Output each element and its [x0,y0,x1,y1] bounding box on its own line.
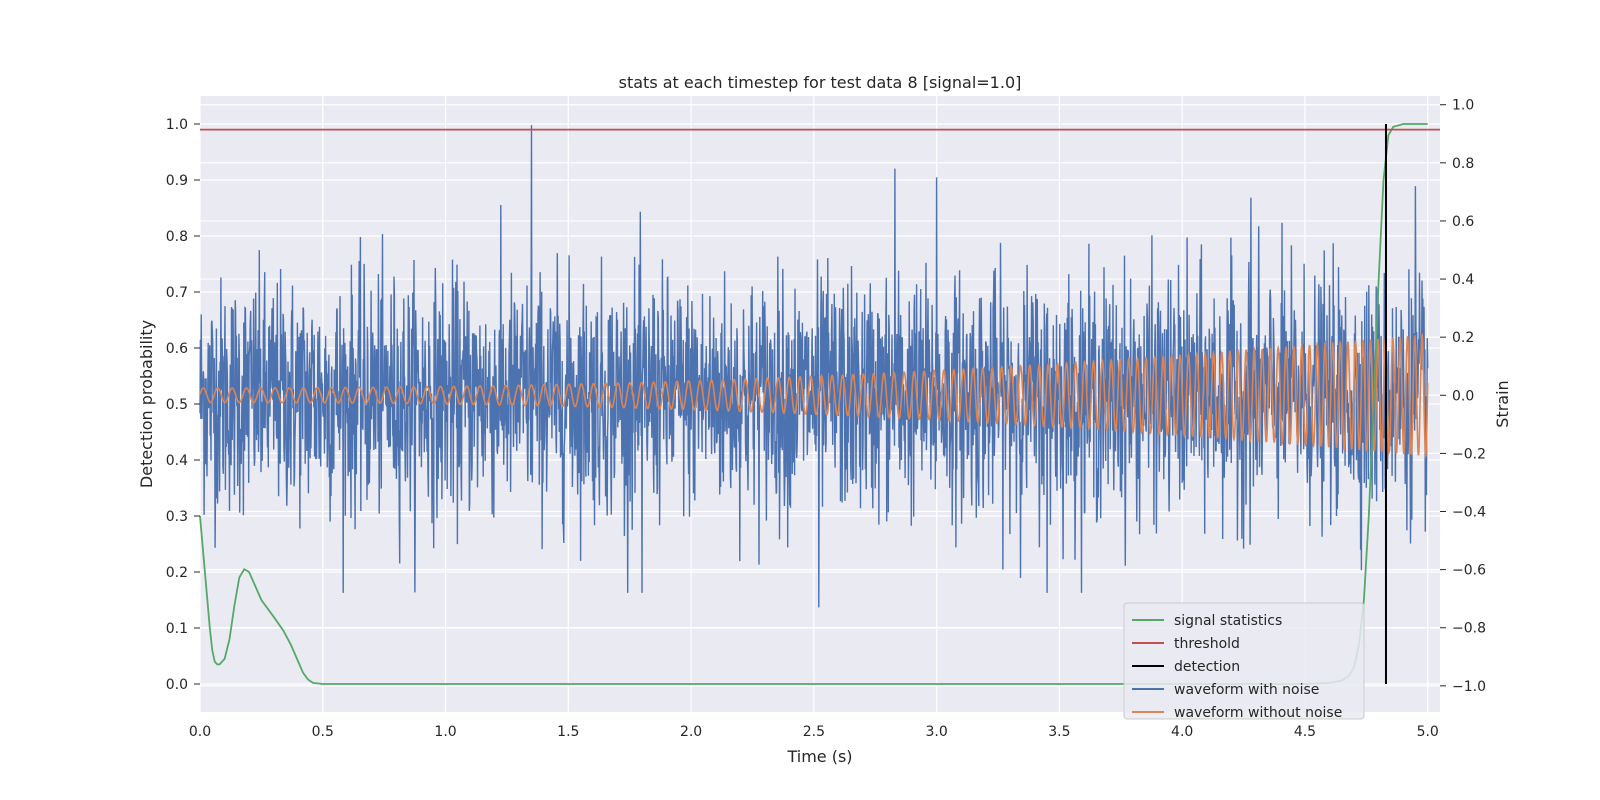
y-left-tick-label: 1.0 [166,117,188,133]
x-axis-label: Time (s) [786,747,852,766]
waveform-without-noise-line [199,333,1429,459]
y-left-tick-label: 0.4 [166,453,188,469]
y-left-tick-label: 0.8 [166,229,188,245]
x-tick-label: 1.0 [434,724,456,740]
y-left-tick-label: 0.5 [166,397,188,413]
y-right-tick-label: −0.2 [1452,446,1486,462]
legend-box [1123,602,1365,720]
y-right-tick-label: 1.0 [1452,98,1474,114]
y-right-tick-label: 0.4 [1452,272,1474,288]
ticks: 0.0 0.5 1.0 1.5 2.0 2.5 3.0 3.5 4.0 4.5 5.0 0.0 0.1 0… [166,98,1486,740]
x-tick-label: 2.0 [680,724,702,740]
y-left-tick-label: 0.9 [166,173,188,189]
x-tick-label: 4.5 [1294,724,1316,740]
y-right-tick-label: −0.8 [1452,621,1486,637]
y-left-tick-label: 0.7 [166,285,188,301]
x-tick-label: 3.0 [926,724,948,740]
y-right-tick-label: −0.4 [1452,505,1486,521]
x-tick-label: 3.5 [1048,724,1070,740]
y-left-tick-label: 0.1 [166,621,188,637]
legend-label: waveform with noise [1174,682,1319,698]
y-right-tick-label: 0.6 [1452,214,1474,230]
legend-label: waveform without noise [1174,705,1342,721]
y-right-tick-label: 0.0 [1452,388,1474,404]
y-right-tick-label: 0.2 [1452,330,1474,346]
y-left-tick-label: 0.2 [166,565,188,581]
data-lines [199,123,1440,685]
x-tick-label: 1.5 [557,724,579,740]
chart-title: stats at each timestep for test data 8 [… [619,73,1022,92]
legend: signal statistics threshold detection wavef… [1123,602,1365,721]
y-right-tick-label: −0.6 [1452,563,1486,579]
y-left-tick-label: 0.6 [166,341,188,357]
signal-statistics-line [199,123,1428,685]
legend-label: threshold [1174,636,1240,652]
y-axis-right-label: Strain [1493,380,1512,427]
legend-label: detection [1174,659,1240,675]
x-tick-label: 5.0 [1417,724,1439,740]
x-tick-label: 0.5 [312,724,334,740]
y-right-tick-label: 0.8 [1452,156,1474,172]
y-left-tick-label: 0.3 [166,509,188,525]
y-right-tick-label: −1.0 [1452,679,1486,695]
y-axis-left-label: Detection probability [137,320,156,488]
x-tick-label: 2.5 [803,724,825,740]
x-tick-label: 4.0 [1171,724,1193,740]
y-left-tick-label: 0.0 [166,677,188,693]
legend-label: signal statistics [1174,613,1282,629]
x-tick-label: 0.0 [189,724,211,740]
